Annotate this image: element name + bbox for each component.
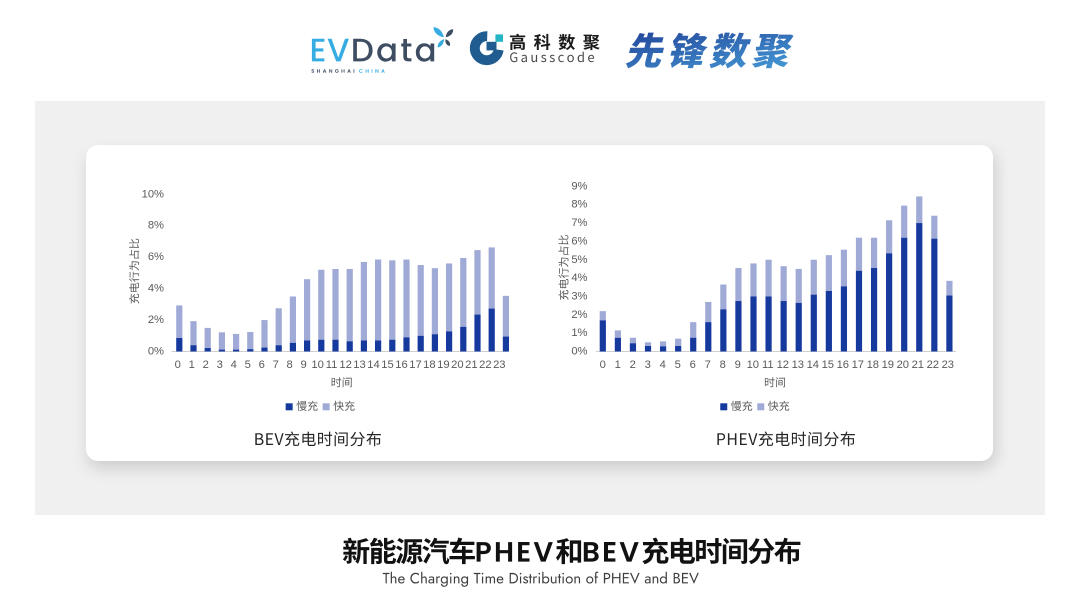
svg-text:8%: 8% [571, 199, 587, 211]
svg-text:6: 6 [259, 359, 265, 371]
svg-text:9: 9 [300, 359, 306, 371]
svg-text:7%: 7% [571, 217, 587, 229]
svg-text:17: 17 [409, 359, 421, 371]
svg-text:16: 16 [395, 359, 407, 371]
svg-text:15: 15 [822, 359, 834, 371]
svg-text:0: 0 [600, 359, 606, 371]
svg-text:5%: 5% [571, 254, 587, 266]
svg-text:2: 2 [630, 359, 636, 371]
svg-text:8%: 8% [148, 220, 164, 232]
svg-text:4%: 4% [148, 283, 164, 295]
svg-text:20: 20 [897, 359, 909, 371]
svg-text:10: 10 [311, 359, 323, 371]
svg-text:21: 21 [912, 359, 924, 371]
svg-text:4: 4 [660, 359, 666, 371]
svg-text:12: 12 [777, 359, 789, 371]
svg-text:1%: 1% [571, 327, 587, 339]
svg-text:2%: 2% [148, 314, 164, 326]
svg-text:20: 20 [451, 359, 463, 371]
svg-text:7: 7 [273, 359, 279, 371]
svg-text:3: 3 [217, 359, 223, 371]
svg-text:0%: 0% [148, 346, 164, 358]
svg-text:19: 19 [437, 359, 449, 371]
svg-text:2%: 2% [571, 309, 587, 321]
svg-text:16: 16 [837, 359, 849, 371]
svg-text:5: 5 [245, 359, 251, 371]
svg-text:18: 18 [423, 359, 435, 371]
svg-text:13: 13 [353, 359, 365, 371]
svg-text:13: 13 [792, 359, 804, 371]
svg-text:1: 1 [189, 359, 195, 371]
svg-text:7: 7 [705, 359, 711, 371]
svg-text:14: 14 [367, 359, 379, 371]
svg-text:23: 23 [942, 359, 954, 371]
svg-text:6%: 6% [148, 251, 164, 263]
svg-text:15: 15 [381, 359, 393, 371]
svg-text:23: 23 [493, 359, 505, 371]
svg-text:0: 0 [175, 359, 181, 371]
svg-text:2: 2 [203, 359, 209, 371]
svg-text:8: 8 [720, 359, 726, 371]
svg-text:11: 11 [326, 359, 338, 371]
svg-text:22: 22 [927, 359, 939, 371]
svg-text:4: 4 [231, 359, 237, 371]
svg-text:10: 10 [747, 359, 759, 371]
svg-text:12: 12 [339, 359, 351, 371]
svg-text:18: 18 [867, 359, 879, 371]
svg-text:1: 1 [615, 359, 621, 371]
svg-text:3: 3 [645, 359, 651, 371]
svg-text:5: 5 [675, 359, 681, 371]
svg-text:14: 14 [807, 359, 819, 371]
svg-text:11: 11 [762, 359, 774, 371]
svg-text:3%: 3% [571, 290, 587, 302]
svg-text:17: 17 [852, 359, 864, 371]
svg-text:21: 21 [465, 359, 477, 371]
svg-text:19: 19 [882, 359, 894, 371]
svg-text:6: 6 [690, 359, 696, 371]
svg-text:6%: 6% [571, 235, 587, 247]
svg-text:0%: 0% [571, 346, 587, 358]
svg-text:10%: 10% [142, 188, 164, 200]
svg-text:8: 8 [286, 359, 292, 371]
svg-text:4%: 4% [571, 272, 587, 284]
svg-text:9%: 9% [571, 180, 587, 192]
svg-text:9: 9 [735, 359, 741, 371]
svg-text:22: 22 [479, 359, 491, 371]
